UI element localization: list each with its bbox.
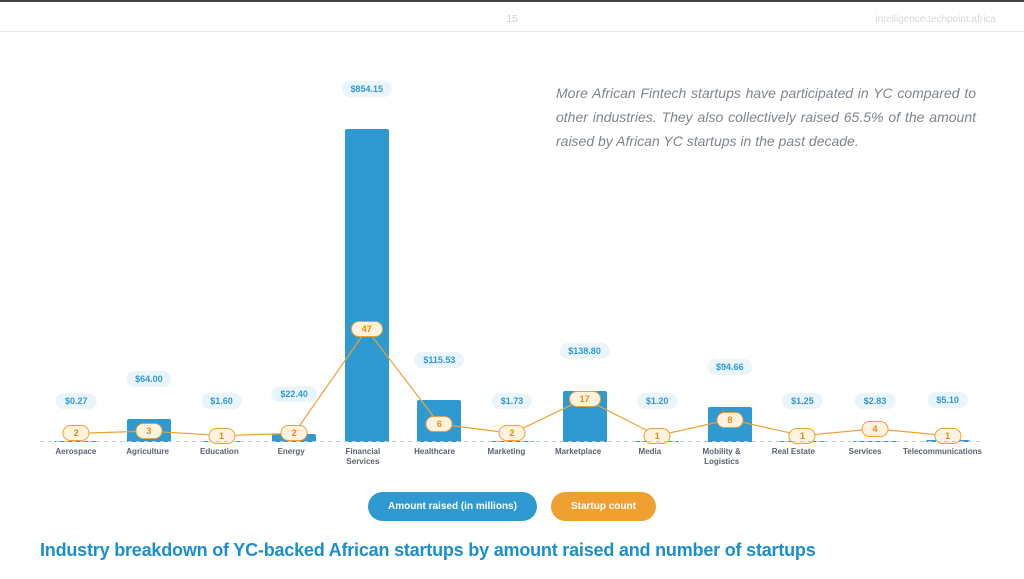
page: 15 intelligence.techpoint.africa More Af… [0, 0, 1024, 579]
category-6: $1.73 [476, 112, 549, 442]
chart-title: Industry breakdown of YC-backed African … [40, 540, 984, 561]
amount-pill: $1.73 [492, 393, 533, 409]
amount-pill: $22.40 [271, 386, 317, 402]
count-pill: 8 [716, 412, 743, 428]
x-axis-label: Marketing [471, 447, 543, 466]
count-pill: 2 [498, 425, 525, 441]
count-pill: 2 [63, 425, 90, 441]
x-axis-label: Media [614, 447, 686, 466]
x-axis-label: Education [184, 447, 256, 466]
bars-container: $0.27 $64.00 $1.60 $22.40 $854.15 $115.53 $1.7… [40, 112, 984, 442]
plot: $0.27 $64.00 $1.60 $22.40 $854.15 $115.53 $1.7… [40, 112, 984, 442]
x-axis-label: Mobility & Logistics [686, 447, 758, 466]
header-row: 15 intelligence.techpoint.africa [0, 2, 1024, 32]
category-1: $64.00 [113, 112, 186, 442]
x-axis-label: Real Estate [758, 447, 830, 466]
amount-pill: $5.10 [927, 392, 968, 408]
amount-pill: $1.20 [637, 393, 678, 409]
amount-pill: $1.25 [782, 393, 823, 409]
x-axis-label: Financial Services [327, 447, 399, 466]
category-4: $854.15 [330, 112, 403, 442]
amount-pill: $2.83 [855, 393, 896, 409]
amount-pill: $115.53 [414, 352, 464, 368]
count-pill: 17 [569, 391, 601, 407]
brand-text: intelligence.techpoint.africa [875, 14, 996, 25]
amount-pill: $64.00 [126, 371, 172, 387]
legend-amount: Amount raised (in millions) [368, 492, 537, 521]
x-axis-label: Services [829, 447, 901, 466]
amount-pill: $1.60 [201, 393, 242, 409]
category-12: $5.10 [911, 112, 984, 442]
category-0: $0.27 [40, 112, 113, 442]
count-pill: 47 [351, 321, 383, 337]
x-axis-label: Agriculture [112, 447, 184, 466]
x-axis-label: Healthcare [399, 447, 471, 466]
category-8: $1.20 [621, 112, 694, 442]
category-11: $2.83 [839, 112, 912, 442]
amount-pill: $0.27 [56, 393, 97, 409]
x-axis-label: Marketplace [542, 447, 614, 466]
x-axis-line [40, 441, 984, 442]
page-number: 15 [506, 14, 517, 25]
category-3: $22.40 [258, 112, 331, 442]
category-5: $115.53 [403, 112, 476, 442]
bar [345, 129, 389, 442]
category-10: $1.25 [766, 112, 839, 442]
count-pill: 4 [862, 421, 889, 437]
category-2: $1.60 [185, 112, 258, 442]
count-pill: 6 [426, 416, 453, 432]
x-axis-label: Aerospace [40, 447, 112, 466]
amount-pill: $854.15 [341, 81, 392, 97]
legend-count: Startup count [551, 492, 656, 521]
count-pill: 2 [281, 425, 308, 441]
x-axis-label: Energy [255, 447, 327, 466]
x-axis-label: Telecommunications [901, 447, 984, 466]
count-pill: 3 [135, 423, 162, 439]
amount-pill: $138.80 [559, 343, 610, 359]
chart-area: $0.27 $64.00 $1.60 $22.40 $854.15 $115.53 $1.7… [40, 112, 984, 442]
category-9: $94.66 [693, 112, 766, 442]
legend: Amount raised (in millions) Startup coun… [0, 492, 1024, 521]
amount-pill: $94.66 [707, 359, 753, 375]
x-axis-labels: AerospaceAgricultureEducationEnergyFinan… [40, 447, 984, 466]
